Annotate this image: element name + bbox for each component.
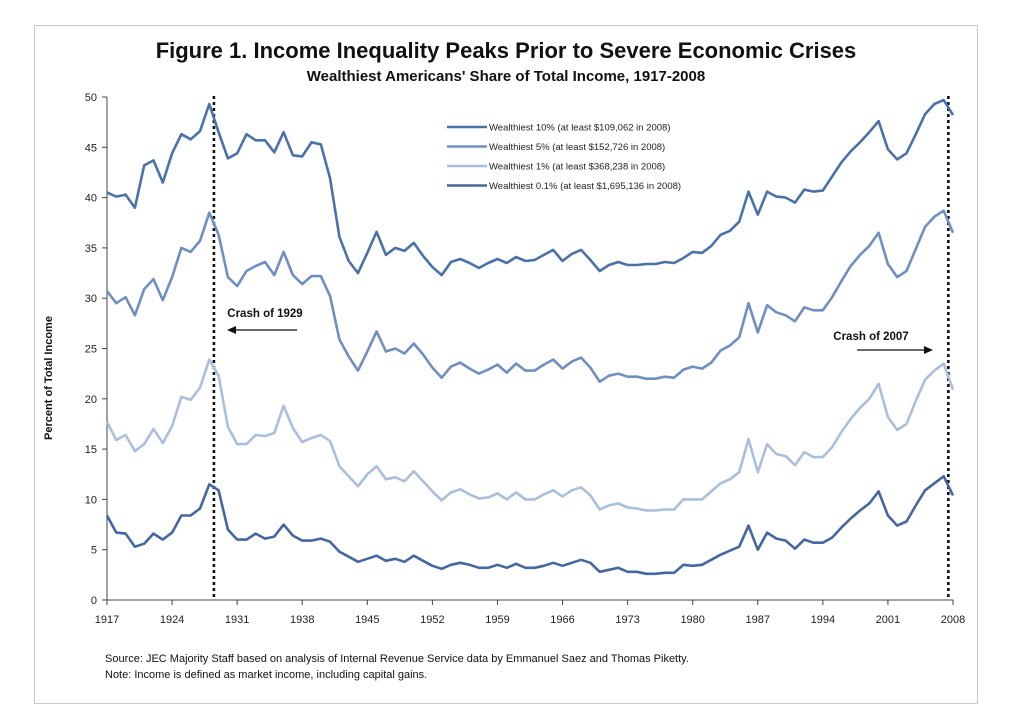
y-tick-label: 35 (85, 243, 97, 255)
source-note: Source: JEC Majority Staff based on anal… (105, 653, 689, 665)
x-tick-label: 1987 (746, 614, 770, 626)
x-tick-label: 1924 (160, 614, 184, 626)
y-tick-label: 25 (85, 344, 97, 356)
x-tick-label: 1994 (811, 614, 835, 626)
chart-title: Figure 1. Income Inequality Peaks Prior … (155, 38, 857, 63)
chart-subtitle: Wealthiest Americans' Share of Total Inc… (306, 68, 706, 85)
legend-label: Wealthiest 5% (at least $152,726 in 2008… (489, 142, 665, 153)
series-line-3 (105, 358, 955, 512)
series-line-4 (105, 474, 955, 576)
x-tick-label: 1966 (550, 614, 574, 626)
x-tick-label: 1917 (95, 614, 119, 626)
x-tick-label: 1959 (485, 614, 509, 626)
x-tick-label: 1980 (680, 614, 704, 626)
y-tick-label: 30 (85, 293, 97, 305)
x-tick-label: 1931 (225, 614, 249, 626)
y-tick-label: 5 (91, 545, 97, 557)
y-tick-label: 40 (85, 193, 97, 205)
y-tick-label: 0 (91, 595, 97, 607)
line-chart: 0 5 10 15 20 25 30 35 40 45 50 1917 1924 1931 1938 1945… (85, 92, 965, 626)
x-tick-label: 2001 (876, 614, 900, 626)
y-tick-label: 45 (85, 142, 97, 154)
y-tick-label: 10 (85, 494, 97, 506)
definition-note: Note: Income is defined as market income… (105, 669, 428, 681)
x-tick-label: 1938 (290, 614, 314, 626)
chart-frame: Figure 1. Income Inequality Peaks Prior … (34, 25, 978, 704)
x-tick-label: 1952 (420, 614, 444, 626)
crash-2007-arrowhead (924, 346, 933, 354)
crash-1929-arrowhead (227, 326, 236, 334)
legend-label: Wealthiest 10% (at least $109,062 in 200… (489, 123, 671, 134)
series-line-1 (106, 98, 955, 277)
series-line-2 (105, 209, 955, 384)
legend-label: Wealthiest 1% (at least $368,238 in 2008… (489, 162, 665, 173)
legend-label: Wealthiest 0.1% (at least $1,695,136 in … (489, 181, 681, 192)
y-tick-label: 50 (85, 92, 97, 104)
y-tick-label: 20 (85, 394, 97, 406)
y-tick-label: 15 (85, 444, 97, 456)
x-tick-label: 1973 (615, 614, 639, 626)
crash-1929-label: Crash of 1929 (227, 308, 302, 320)
x-tick-label: 2008 (941, 614, 965, 626)
crash-2007-label: Crash of 2007 (833, 331, 908, 343)
x-tick-label: 1945 (355, 614, 379, 626)
